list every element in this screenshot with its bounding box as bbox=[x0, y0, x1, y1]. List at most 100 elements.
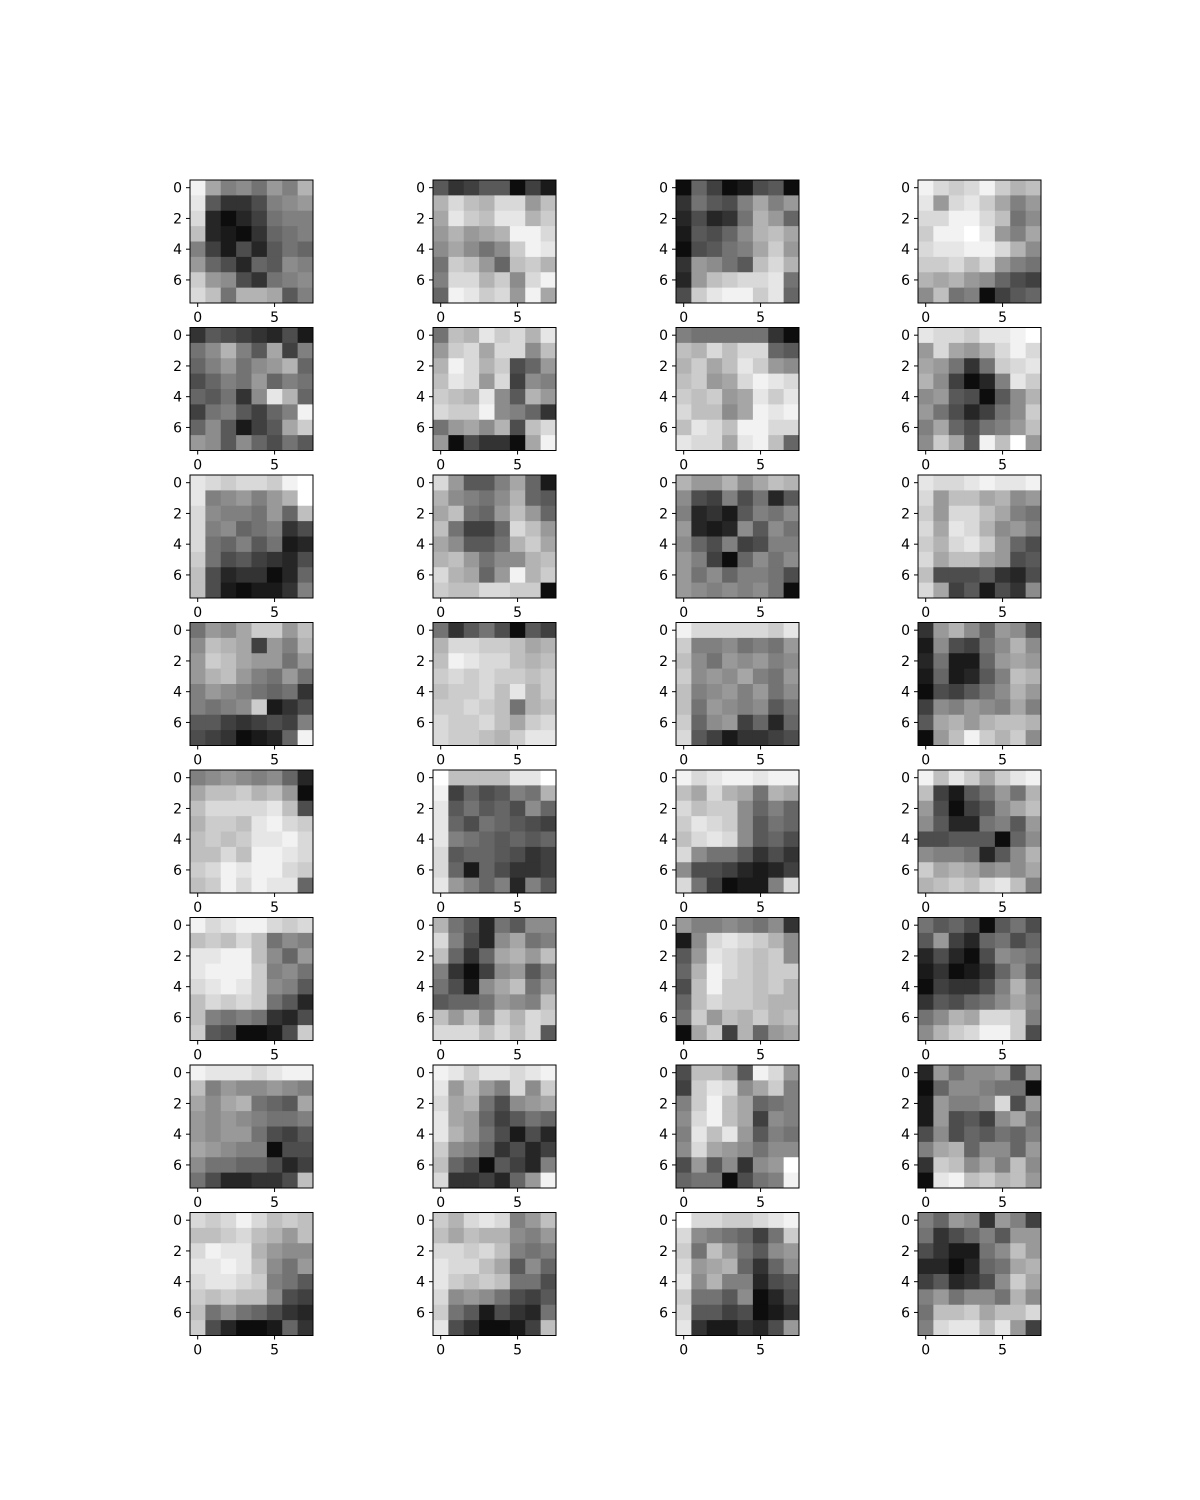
heatmap-cell bbox=[691, 979, 708, 995]
heatmap-cell bbox=[933, 287, 950, 304]
heatmap-cell bbox=[1010, 226, 1027, 242]
heatmap-cell bbox=[540, 730, 557, 746]
heatmap-cell bbox=[737, 1274, 754, 1290]
heatmap-cell bbox=[220, 1320, 237, 1336]
heatmap-cell bbox=[918, 770, 934, 786]
heatmap-cell bbox=[433, 1320, 449, 1336]
heatmap-cell bbox=[737, 521, 754, 537]
heatmap-cell bbox=[1025, 622, 1042, 639]
heatmap-cell bbox=[540, 877, 557, 894]
heatmap-cell bbox=[979, 226, 996, 242]
heatmap-cell bbox=[220, 963, 237, 980]
heatmap-cell bbox=[190, 241, 206, 258]
heatmap-cell bbox=[448, 1320, 465, 1336]
heatmap-cell bbox=[220, 256, 237, 273]
heatmap-cell bbox=[297, 404, 314, 421]
heatmap-cell bbox=[752, 816, 769, 832]
heatmap-cell bbox=[1010, 800, 1027, 817]
heatmap-cell bbox=[205, 327, 222, 344]
heatmap-cell bbox=[1010, 1157, 1027, 1174]
heatmap-cell bbox=[479, 637, 495, 654]
heatmap-cell bbox=[1025, 1320, 1042, 1336]
heatmap-cell bbox=[706, 210, 723, 227]
heatmap-cell bbox=[540, 994, 557, 1011]
heatmap-cell bbox=[783, 1065, 800, 1081]
heatmap-cell bbox=[691, 1141, 708, 1158]
heatmap-cell bbox=[251, 699, 268, 716]
heatmap-cell bbox=[783, 342, 800, 359]
heatmap-cell bbox=[752, 684, 769, 700]
heatmap-cell bbox=[297, 241, 314, 258]
heatmap-cell bbox=[752, 567, 769, 584]
heatmap-cell bbox=[494, 1304, 511, 1321]
heatmap-cell bbox=[752, 979, 769, 995]
heatmap-cell bbox=[509, 831, 526, 848]
heatmap-cell bbox=[994, 1111, 1011, 1127]
y-tick-label: 0 bbox=[659, 1213, 668, 1229]
heatmap-cell bbox=[994, 195, 1011, 212]
heatmap-cell bbox=[979, 862, 996, 879]
heatmap-cell bbox=[282, 770, 299, 786]
heatmap-cell bbox=[994, 1009, 1011, 1026]
heatmap-cell bbox=[994, 1227, 1011, 1244]
heatmap-cell bbox=[220, 536, 237, 553]
heatmap-cell bbox=[964, 730, 980, 746]
heatmap-cell bbox=[1025, 684, 1042, 700]
heatmap-cell bbox=[1025, 831, 1042, 848]
y-tick-label: 0 bbox=[659, 1066, 668, 1082]
heatmap-cell bbox=[979, 917, 996, 934]
heatmap-cell bbox=[783, 637, 800, 654]
heatmap-cell bbox=[205, 862, 222, 879]
heatmap-cell bbox=[752, 877, 769, 894]
heatmap-cell bbox=[297, 435, 314, 451]
heatmap-cell bbox=[783, 917, 800, 934]
heatmap-cell bbox=[266, 816, 283, 832]
heatmap-cell bbox=[463, 862, 480, 879]
heatmap-cell bbox=[676, 490, 692, 507]
heatmap-cell bbox=[737, 1227, 754, 1244]
heatmap-cell bbox=[448, 358, 465, 375]
heatmap-cell bbox=[448, 994, 465, 1011]
heatmap-cell bbox=[525, 1243, 542, 1260]
heatmap-cell bbox=[979, 1243, 996, 1260]
axes-frame bbox=[189, 327, 314, 451]
heatmap-cell bbox=[948, 272, 965, 289]
heatmap-cell bbox=[706, 551, 723, 568]
heatmap-cell bbox=[676, 917, 692, 934]
heatmap-cell bbox=[190, 490, 206, 507]
heatmap-cell bbox=[676, 948, 692, 965]
heatmap-cell bbox=[964, 404, 980, 421]
heatmap-cell bbox=[251, 668, 268, 685]
heatmap-cell bbox=[463, 684, 480, 700]
heatmap-cell bbox=[722, 1157, 738, 1174]
heatmap-cell bbox=[948, 287, 965, 304]
heatmap-cell bbox=[525, 327, 542, 344]
heatmap-cell bbox=[251, 994, 268, 1011]
heatmap-cell bbox=[691, 637, 708, 654]
heatmap-cell bbox=[509, 1126, 526, 1143]
heatmap-cell bbox=[1010, 272, 1027, 289]
heatmap-cell bbox=[768, 1243, 785, 1260]
heatmap-cell bbox=[494, 653, 511, 670]
heatmap-cell bbox=[463, 1025, 480, 1041]
heatmap-cell bbox=[676, 373, 692, 390]
heatmap-cell bbox=[964, 342, 980, 359]
heatmap-cell bbox=[979, 358, 996, 375]
heatmap-cell bbox=[509, 994, 526, 1011]
heatmap-cell bbox=[525, 521, 542, 537]
heatmap-cell bbox=[948, 846, 965, 863]
heatmap-cell bbox=[494, 358, 511, 375]
heatmap-cell bbox=[768, 1258, 785, 1275]
heatmap-cell bbox=[297, 1126, 314, 1143]
heatmap-cell bbox=[722, 932, 738, 949]
heatmap-cell bbox=[691, 567, 708, 584]
heatmap-cell bbox=[722, 963, 738, 980]
heatmap-cell bbox=[722, 1274, 738, 1290]
heatmap-cell bbox=[918, 256, 934, 273]
y-tick-label: 0 bbox=[659, 476, 668, 492]
heatmap-cell bbox=[994, 1157, 1011, 1174]
heatmap-cell bbox=[933, 932, 950, 949]
heatmap-cell bbox=[783, 831, 800, 848]
